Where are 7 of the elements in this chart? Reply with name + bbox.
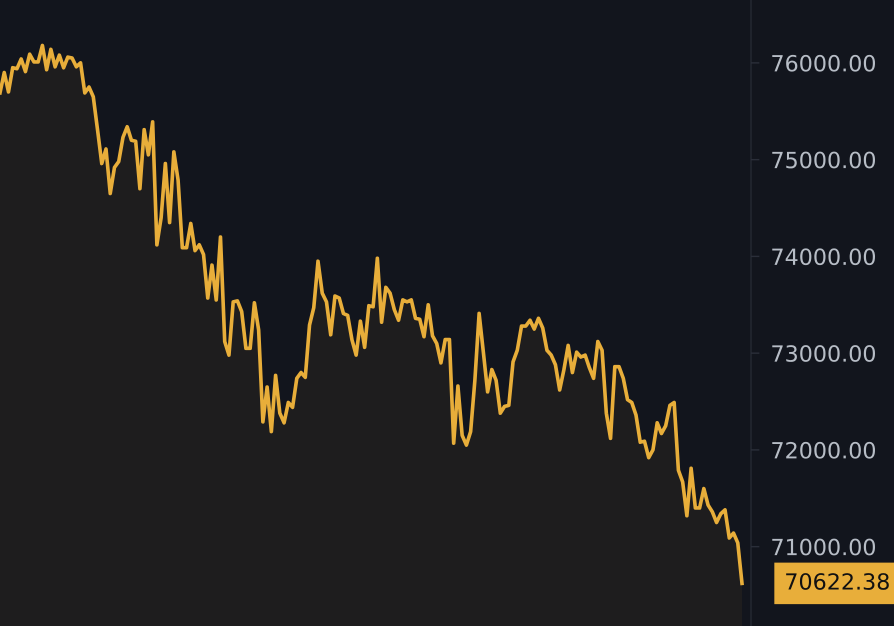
y-tick-label: 76000.00 bbox=[772, 54, 875, 72]
y-tick-label: 73000.00 bbox=[772, 345, 875, 362]
y-tick-label: 74000.00 bbox=[772, 248, 875, 266]
y-tick-label: 75000.00 bbox=[772, 152, 875, 168]
text: 70622.38 bbox=[786, 573, 889, 590]
y-tick-label: 71000.00 bbox=[772, 538, 875, 556]
y-tick-label: 72000.00 bbox=[772, 442, 875, 459]
